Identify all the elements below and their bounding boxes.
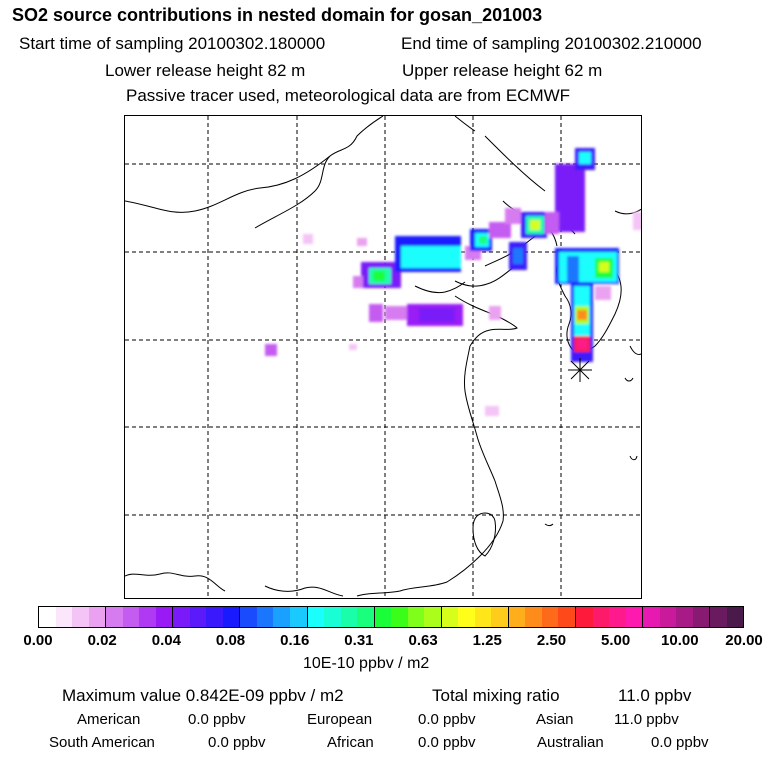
- colorbar-swatch: [391, 607, 408, 627]
- plume-cell: [265, 344, 277, 356]
- end-time-label: End time of sampling 20100302.210000: [401, 34, 702, 53]
- region-value-european: 0.0 ppbv: [418, 711, 476, 728]
- colorbar-swatch: [609, 607, 626, 627]
- colorbar-swatch: [88, 607, 107, 627]
- colorbar-swatch: [692, 607, 711, 627]
- lower-release-height: Lower release height 82 m: [105, 61, 306, 80]
- region-value-african: 0.0 ppbv: [418, 734, 476, 751]
- colorbar-swatch: [55, 607, 73, 627]
- plume-layer: [265, 148, 641, 416]
- colorbar-swatch: [424, 607, 442, 627]
- colorbar-swatch: [324, 607, 341, 627]
- region-value-asian: 11.0 ppbv: [614, 711, 679, 728]
- colorbar-swatch: [340, 607, 358, 627]
- region-name-south-american: South American: [49, 734, 155, 751]
- colorbar-swatch: [676, 607, 693, 627]
- colorbar-swatch: [289, 607, 308, 627]
- region-value-australian: 0.0 ppbv: [651, 734, 709, 751]
- plume-cell: [595, 286, 611, 300]
- colorbar-swatch: [643, 607, 660, 627]
- map-panel: [124, 115, 642, 599]
- colorbar-swatch: [189, 607, 207, 627]
- colorbar-swatch: [441, 607, 459, 627]
- total-mixing-value: 11.0 ppbv: [618, 686, 692, 705]
- colorbar-swatch: [357, 607, 375, 627]
- colorbar-swatch: [407, 607, 425, 627]
- colorbar-tick-label: 5.00: [601, 632, 631, 649]
- plume-cell: [357, 238, 367, 246]
- colorbar-tick-label: 0.31: [344, 632, 374, 649]
- colorbar-tick-label: 20.00: [725, 632, 763, 649]
- colorbar-swatch: [710, 607, 727, 627]
- region-name-asian: Asian: [536, 711, 574, 728]
- region-value-south-american: 0.0 ppbv: [208, 734, 266, 751]
- max-value-label: Maximum value 0.842E-09 ppbv / m2: [62, 686, 344, 705]
- total-mixing-label: Total mixing ratio: [432, 686, 560, 705]
- start-time-label: Start time of sampling 20100302.180000: [19, 34, 326, 53]
- colorbar-swatch: [474, 607, 492, 627]
- colorbar-swatch: [72, 607, 89, 627]
- korea-plume: [555, 248, 619, 362]
- plume-cell: [485, 406, 499, 416]
- region-name-australian: Australian: [537, 734, 604, 751]
- colorbar-tick-label: 0.00: [23, 632, 53, 649]
- colorbar-swatch: [374, 607, 392, 627]
- colorbar-swatch: [525, 607, 542, 627]
- colorbar-swatch: [508, 607, 526, 627]
- colorbar-swatch: [206, 607, 223, 627]
- colorbar-swatch: [541, 607, 559, 627]
- page-title: SO2 source contributions in nested domai…: [12, 5, 543, 25]
- colorbar-swatch: [726, 607, 744, 627]
- colorbar-tick-label: 0.16: [280, 632, 310, 649]
- colorbar-swatch: [576, 607, 593, 627]
- colorbar-swatch: [106, 607, 123, 627]
- receptor-marker: [568, 358, 592, 382]
- colorbar-swatch: [491, 607, 509, 627]
- colorbar-swatch: [240, 607, 257, 627]
- colorbar-swatch: [173, 607, 190, 627]
- colorbar-swatch: [122, 607, 140, 627]
- colorbar-swatch: [307, 607, 325, 627]
- colorbar-tick-label: 0.04: [151, 632, 181, 649]
- colorbar-swatch: [39, 607, 56, 627]
- colorbar-swatch: [139, 607, 156, 627]
- region-name-european: European: [307, 711, 373, 728]
- colorbar-tick-label: 10.00: [661, 632, 699, 649]
- colorbar-tick-label: 0.08: [215, 632, 246, 649]
- colorbar-swatch: [458, 607, 475, 627]
- liaoning-plume: [505, 148, 595, 238]
- plume-cell: [633, 212, 641, 230]
- colorbar-swatch: [659, 607, 677, 627]
- bohai-plume: [470, 222, 527, 270]
- plume-cell: [303, 234, 313, 244]
- plume-cell: [349, 344, 357, 350]
- shandong-plume: [369, 304, 501, 326]
- colorbar-swatch: [256, 607, 274, 627]
- colorbar-tick-label: 2.50: [536, 632, 567, 649]
- colorbar-swatch: [273, 607, 290, 627]
- colorbar-swatch: [558, 607, 576, 627]
- colorbar-tick-label: 1.25: [472, 632, 502, 649]
- colorbar-swatch: [625, 607, 644, 627]
- colorbar: [38, 606, 744, 628]
- region-value-american: 0.0 ppbv: [188, 711, 246, 728]
- colorbar-tick-label: 0.63: [408, 632, 438, 649]
- region-name-african: African: [327, 734, 374, 751]
- colorbar-tick-label: 0.02: [87, 632, 117, 649]
- colorbar-swatch: [155, 607, 174, 627]
- colorbar-units: 10E-10 ppbv / m2: [303, 655, 430, 672]
- region-name-american: American: [77, 711, 141, 728]
- map-canvas: [125, 116, 641, 598]
- colorbar-swatch: [592, 607, 610, 627]
- tracer-note: Passive tracer used, meteorological data…: [126, 86, 571, 105]
- colorbar-swatch: [222, 607, 241, 627]
- north-china-plume: [353, 236, 481, 288]
- upper-release-height: Upper release height 62 m: [402, 61, 603, 80]
